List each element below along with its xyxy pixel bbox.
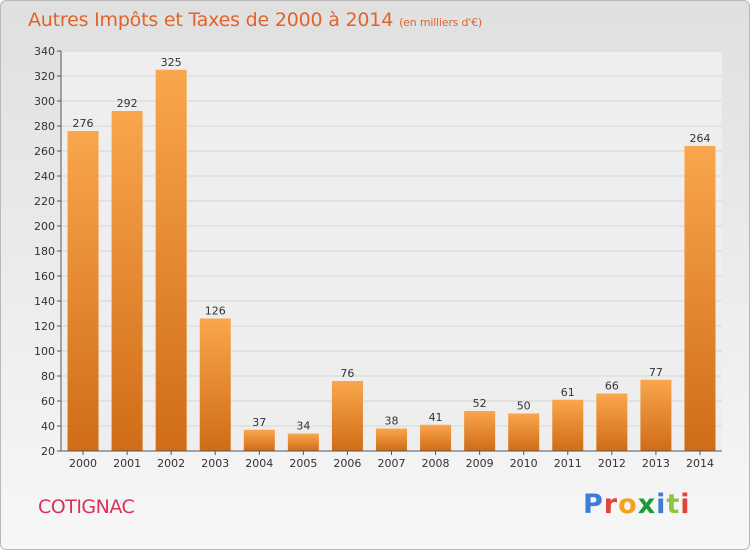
- x-tick-label: 2002: [157, 457, 185, 470]
- x-tick-label: 2011: [554, 457, 582, 470]
- data-label: 126: [205, 305, 226, 318]
- chart-title-text: Autres Impôts et Taxes de 2000 à 2014: [28, 9, 394, 31]
- data-label: 52: [473, 397, 487, 410]
- y-tick-label: 260: [34, 145, 55, 158]
- data-label: 66: [605, 380, 619, 393]
- data-label: 292: [117, 97, 138, 110]
- data-label: 325: [161, 56, 182, 69]
- y-tick-label: 120: [34, 320, 55, 333]
- data-label: 76: [340, 367, 354, 380]
- x-tick-label: 2009: [466, 457, 494, 470]
- x-tick-label: 2013: [642, 457, 670, 470]
- y-tick-label: 200: [34, 220, 55, 233]
- bar: [464, 411, 496, 451]
- logo-letter: x: [637, 489, 657, 520]
- logo-letter: o: [618, 489, 638, 520]
- bar: [67, 131, 99, 451]
- bar: [243, 429, 275, 451]
- bar: [552, 399, 584, 451]
- y-tick-label: 40: [41, 420, 55, 433]
- logo-letter: P: [583, 489, 604, 520]
- x-tick-label: 2012: [598, 457, 626, 470]
- y-tick-label: 280: [34, 120, 55, 133]
- logo-letter: i: [680, 489, 691, 520]
- y-tick-label: 340: [34, 45, 55, 58]
- x-tick-label: 2007: [378, 457, 406, 470]
- y-tick-label: 60: [41, 395, 55, 408]
- y-tick-label: 320: [34, 70, 55, 83]
- bar: [376, 428, 407, 451]
- data-label: 264: [689, 132, 710, 145]
- data-label: 50: [517, 400, 531, 413]
- y-tick-label: 20: [41, 445, 55, 458]
- bar: [640, 379, 672, 451]
- x-tick-label: 2008: [422, 457, 450, 470]
- x-tick-label: 2005: [289, 457, 317, 470]
- y-tick-label: 100: [34, 345, 55, 358]
- data-label: 38: [385, 415, 399, 428]
- bar: [199, 318, 231, 451]
- y-tick-label: 180: [34, 245, 55, 258]
- y-tick-label: 80: [41, 370, 55, 383]
- x-tick-label: 2000: [69, 457, 97, 470]
- data-label: 276: [73, 117, 94, 130]
- x-tick-label: 2004: [245, 457, 273, 470]
- town-name: COTIGNAC: [38, 496, 135, 518]
- logo-letter: r: [603, 489, 619, 520]
- chart-title: Autres Impôts et Taxes de 2000 à 2014 (en…: [28, 9, 482, 31]
- x-tick-label: 2003: [201, 457, 229, 470]
- chart-subtitle: (en milliers d'€): [399, 16, 482, 29]
- y-tick-label: 140: [34, 295, 55, 308]
- data-label: 41: [429, 411, 443, 424]
- proxiti-logo[interactable]: Proxiti: [583, 489, 691, 520]
- x-tick-label: 2001: [113, 457, 141, 470]
- y-tick-label: 240: [34, 170, 55, 183]
- data-label: 77: [649, 366, 663, 379]
- y-tick-label: 160: [34, 270, 55, 283]
- data-label: 34: [296, 420, 310, 433]
- logo-letter: t: [666, 489, 681, 520]
- y-tick-label: 300: [34, 95, 55, 108]
- bar: [111, 111, 143, 451]
- bar: [331, 381, 363, 451]
- data-label: 61: [561, 386, 575, 399]
- logo-letter: i: [656, 489, 667, 520]
- bar: [420, 424, 452, 451]
- x-tick-label: 2014: [686, 457, 714, 470]
- bar: [508, 413, 540, 451]
- x-tick-label: 2006: [333, 457, 361, 470]
- bar: [684, 146, 716, 451]
- y-tick-label: 220: [34, 195, 55, 208]
- data-label: 37: [252, 416, 266, 429]
- bar: [287, 433, 319, 451]
- bar: [596, 393, 628, 451]
- bar: [155, 69, 187, 451]
- x-tick-label: 2010: [510, 457, 538, 470]
